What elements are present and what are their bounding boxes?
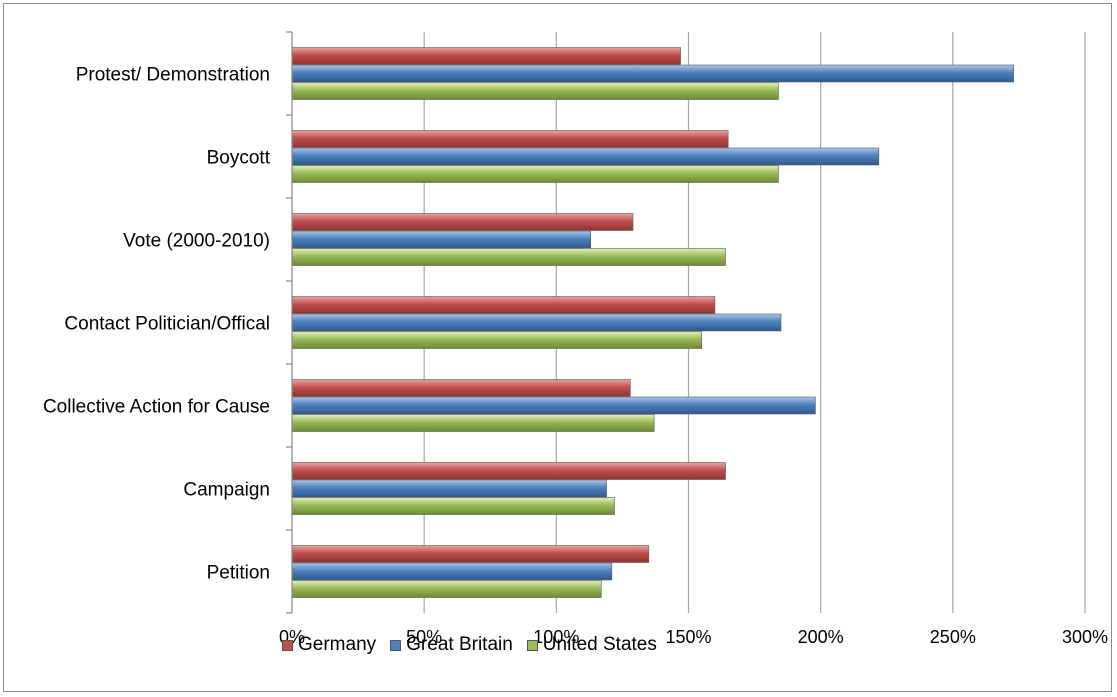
legend-swatch: [282, 639, 293, 651]
bar-germany: [291, 47, 681, 65]
x-tick-label: 150%: [665, 627, 711, 647]
x-tick-label: 200%: [798, 627, 844, 647]
bar-great-britain: [291, 230, 591, 249]
category-label: Contact Politician/Offical: [64, 314, 270, 335]
category-label: Protest/ Demonstration: [76, 65, 270, 86]
x-tick-label: 300%: [1062, 627, 1108, 647]
legend-label: United States: [542, 634, 657, 655]
bar-great-britain: [291, 313, 782, 332]
gridlines: [423, 32, 1086, 613]
bar-germany: [291, 379, 631, 397]
bar-great-britain: [291, 562, 613, 581]
legend-item: United States: [526, 634, 657, 656]
legend-swatch: [526, 639, 538, 651]
bar-united-states: [291, 497, 615, 515]
category-label: Campaign: [183, 480, 270, 501]
bar-great-britain: [291, 396, 816, 415]
bar-united-states: [291, 165, 779, 183]
bar-germany: [291, 130, 729, 148]
bar-great-britain: [291, 479, 607, 498]
bar-united-states: [291, 82, 779, 100]
bars: [291, 47, 1014, 598]
x-tick-label: 100%: [533, 627, 579, 647]
bar-germany: [291, 296, 716, 314]
bar-great-britain: [291, 64, 1014, 83]
x-tick-label: 250%: [930, 627, 976, 647]
bar-united-states: [291, 248, 726, 266]
category-label: Boycott: [207, 148, 271, 169]
legend-label: Germany: [298, 634, 377, 655]
bar-germany: [291, 545, 650, 563]
x-tick-label: 50%: [406, 627, 442, 647]
legend: Germany Great Britain United States: [282, 634, 657, 656]
bar-germany: [291, 462, 726, 480]
legend-label: Great Britain: [406, 634, 513, 655]
legend-item: Germany: [282, 634, 376, 656]
bar-great-britain: [291, 147, 880, 166]
legend-swatch: [390, 639, 402, 651]
labels: 0% 50% 100% 150% 200% 250% 300%Protest/ Demons…: [43, 65, 1108, 648]
axes: [286, 31, 293, 614]
bar-united-states: [291, 580, 602, 598]
category-label: Vote (2000-2010): [123, 231, 270, 252]
category-label: Petition: [207, 563, 270, 584]
bar-united-states: [291, 414, 655, 432]
category-label: Collective Action for Cause: [43, 397, 270, 418]
bar-germany: [291, 213, 634, 231]
bar-united-states: [291, 331, 703, 349]
legend-item: Great Britain: [390, 634, 513, 656]
